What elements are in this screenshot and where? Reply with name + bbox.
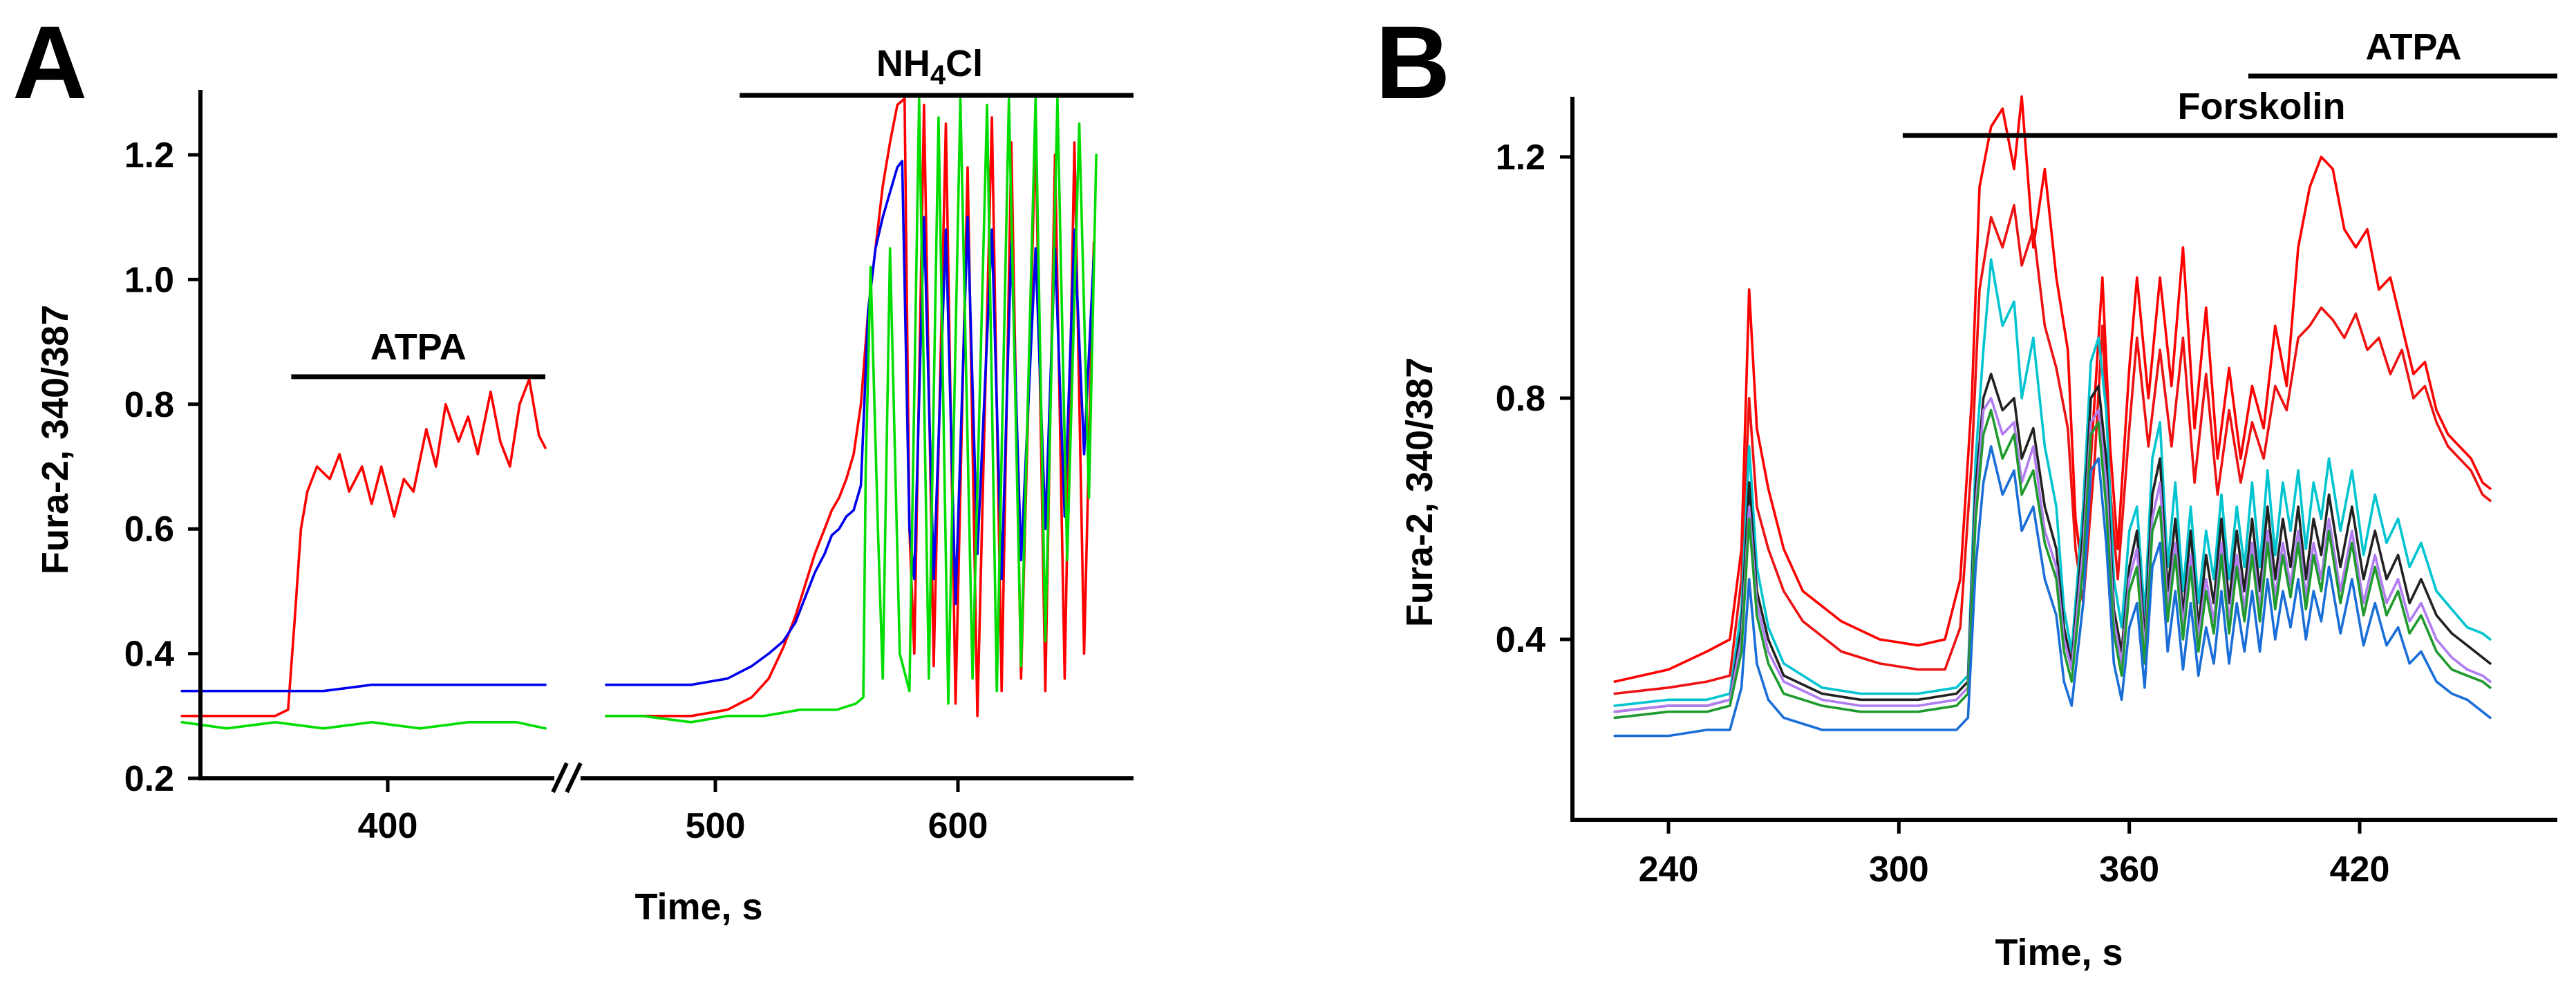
panel-b-x-tick-label: 300	[1869, 850, 1929, 890]
panel-b-x-axis-title: Time, s	[1995, 932, 2123, 973]
panel-a-series-green-segment-1	[180, 721, 547, 730]
panel-b-series-red-1-segment-1	[1613, 95, 2492, 683]
panel-b-x-tick-label: 360	[2099, 850, 2159, 890]
panel-b-x-tick-label: 240	[1639, 850, 1699, 890]
panel-a-atpa-label: ATPA	[370, 326, 467, 368]
panel-a-x-tick-label: 400	[358, 806, 418, 846]
panel-a-traces	[180, 97, 1098, 730]
panel-a-bars: ATPA NH4Cl	[291, 43, 1134, 379]
panel-a-axes: 0.2 0.4 0.6 0.8 1.0 1.2 400 500 600	[124, 90, 1134, 846]
panel-a-y-tick-label: 0.2	[124, 759, 174, 799]
panel-a-y-tick-label: 1.0	[124, 260, 174, 300]
panel-a-y-axis-title: Fura-2, 340/387	[35, 305, 76, 574]
panel-a-x-axis-title: Time, s	[634, 886, 762, 928]
panel-a-x-tick-label: 500	[686, 806, 746, 846]
panel-b-y-axis-title: Fura-2, 340/387	[1399, 357, 1440, 627]
panel-b-series-blue-segment-1	[1613, 445, 2492, 738]
panel-a-y-tick-label: 0.8	[124, 385, 174, 425]
panel-b-y-tick-label: 1.2	[1496, 138, 1545, 178]
panel-a-letter: A	[12, 4, 87, 120]
panel-a-series-red-segment-1	[180, 377, 547, 717]
panel-b-y-tick-label: 0.4	[1496, 620, 1545, 660]
panel-b-traces	[1613, 95, 2492, 738]
panel-b-series-black-segment-1	[1613, 373, 2492, 713]
panel-b-series-violet-segment-1	[1613, 397, 2492, 713]
panel-b-letter: B	[1375, 4, 1450, 120]
panel-a-axis-break-right	[565, 762, 583, 794]
panel-a-y-tick-label: 0.6	[124, 509, 174, 550]
panel-b-axes: 0.4 0.8 1.2 240 300 360 420	[1496, 97, 2557, 890]
panel-a-y-tick-label: 1.2	[124, 135, 174, 176]
panel-a-y-tick-label: 0.4	[124, 635, 174, 675]
panel-a-series-blue-segment-1	[180, 683, 547, 693]
panel-b-forskolin-label: Forskolin	[2177, 86, 2345, 127]
panel-b-atpa-label: ATPA	[2366, 26, 2462, 68]
panel-b-bars: Forskolin ATPA	[1902, 26, 2557, 138]
panel-b-series-cyan-segment-1	[1613, 258, 2492, 707]
panel-b-series-green-segment-1	[1613, 409, 2492, 720]
panel-b: B 0.4 0.8 1.2 240 300 360 420 Forskolin ATPA Ti…	[1375, 4, 2557, 973]
panel-b-y-tick-label: 0.8	[1496, 379, 1545, 419]
panel-b-series-red-2-segment-1	[1613, 204, 2492, 695]
panel-a-nh4cl-label: NH4Cl	[876, 43, 983, 91]
panel-a-axis-break-left	[551, 762, 569, 794]
panel-a-x-tick-label: 600	[928, 806, 988, 846]
panel-b-x-tick-label: 420	[2330, 850, 2390, 890]
panel-a-series-green-segment-2	[605, 97, 1098, 724]
